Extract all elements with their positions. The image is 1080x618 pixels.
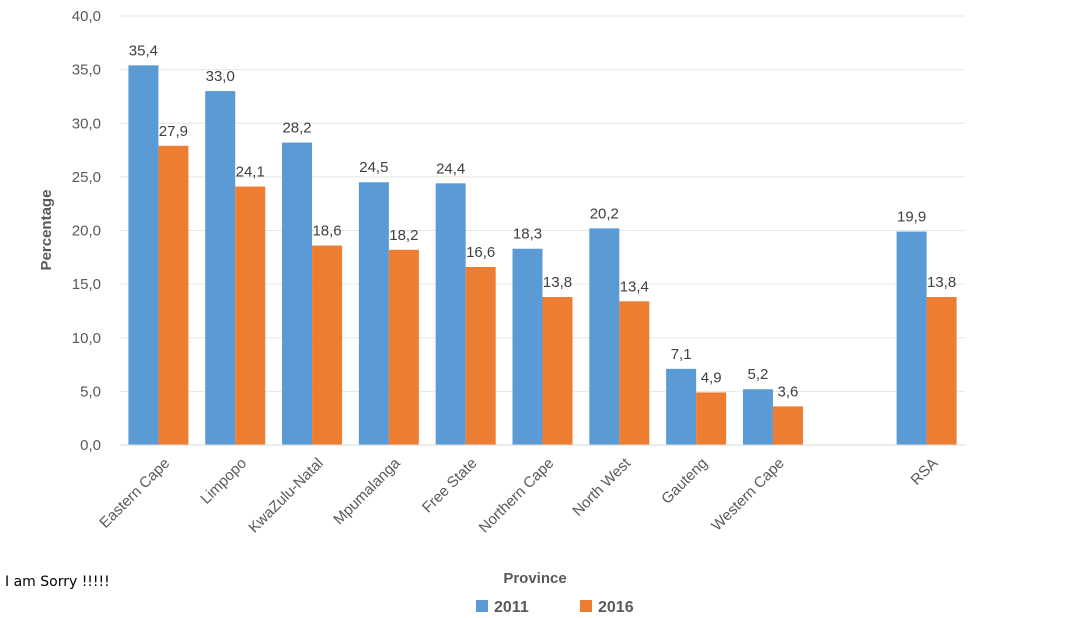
bar-2016: [619, 301, 650, 445]
bar-2016: [542, 296, 573, 445]
data-label-2016: 3,6: [778, 383, 799, 400]
bar-2016: [235, 186, 266, 445]
bar-2016: [388, 249, 419, 445]
bar-2016: [696, 392, 727, 445]
x-tick-label: Northern Cape: [476, 455, 558, 537]
bar-2016: [772, 406, 803, 445]
data-labels: 35,4 27,9 33,0 24,1 28,2 18,6 24,5 18,2 24,4 16,6…: [129, 42, 956, 400]
bar-2011: [512, 248, 543, 445]
data-label-2016: 4,9: [701, 369, 722, 386]
data-label-2011: 18,3: [513, 226, 542, 243]
data-label-2011: 7,1: [671, 346, 692, 363]
data-label-2016: 13,8: [543, 274, 572, 291]
caption-text: I am Sorry !!!!!: [5, 574, 110, 590]
x-tick-label: Gauteng: [658, 455, 711, 508]
bar-2011: [128, 65, 159, 446]
data-label-2011: 19,9: [897, 209, 926, 226]
data-label-2011: 24,5: [359, 159, 388, 176]
bar-2011: [896, 231, 927, 445]
x-tick-label: RSA: [908, 455, 942, 489]
y-tick-label: 40,0: [72, 8, 101, 25]
bar-2011: [589, 228, 620, 445]
legend-swatch-2011: [476, 600, 488, 612]
data-label-2016: 27,9: [159, 123, 188, 140]
bar-2016: [926, 296, 957, 445]
legend: 2011 2016: [476, 599, 634, 616]
y-axis-title: Percentage: [38, 190, 55, 271]
x-tick-label: North West: [569, 454, 634, 519]
x-tick-label: Free State: [419, 455, 481, 517]
y-tick-label: 15,0: [72, 276, 101, 293]
y-tick-label: 10,0: [72, 330, 101, 347]
data-label-2011: 28,2: [282, 120, 311, 137]
bar-2011: [435, 183, 466, 445]
y-tick-label: 20,0: [72, 223, 101, 240]
data-label-2016: 24,1: [236, 164, 265, 181]
data-label-2016: 13,8: [927, 274, 956, 291]
x-axis-title: Province: [503, 570, 566, 587]
data-label-2016: 16,6: [466, 244, 495, 261]
legend-label-2011: 2011: [494, 599, 529, 616]
bar-2016: [465, 266, 496, 445]
data-label-2016: 13,4: [620, 278, 649, 295]
y-tick-label: 30,0: [72, 115, 101, 132]
y-tick-label: 35,0: [72, 62, 101, 79]
data-label-2016: 18,6: [312, 223, 341, 240]
bars: [128, 65, 957, 446]
data-label-2011: 33,0: [206, 68, 235, 85]
bar-2011: [742, 389, 773, 445]
x-tick-label: KwaZulu-Natal: [245, 455, 327, 537]
data-label-2016: 18,2: [389, 227, 418, 244]
legend-swatch-2016: [580, 600, 592, 612]
data-label-2011: 20,2: [590, 205, 619, 222]
y-tick-label: 0,0: [80, 437, 101, 454]
y-tick-label: 5,0: [80, 383, 101, 400]
y-axis-ticks: 0,0 5,0 10,0 15,0 20,0 25,0 30,0 35,0 40,0: [72, 8, 101, 454]
legend-label-2016: 2016: [598, 599, 634, 616]
data-label-2011: 5,2: [748, 366, 769, 383]
y-tick-label: 25,0: [72, 169, 101, 186]
bar-2011: [666, 368, 697, 445]
data-label-2011: 24,4: [436, 160, 465, 177]
x-tick-label: Eastern Cape: [96, 455, 173, 532]
bar-2016: [312, 245, 343, 445]
data-label-2011: 35,4: [129, 42, 158, 59]
bar-2011: [282, 142, 313, 445]
x-tick-label: Western Cape: [708, 455, 788, 535]
bar-2016: [158, 145, 189, 445]
x-tick-label: Mpumalanga: [330, 454, 404, 528]
bar-2011: [358, 182, 389, 446]
x-tick-label: Limpopo: [197, 455, 250, 508]
bar-2011: [205, 91, 236, 445]
